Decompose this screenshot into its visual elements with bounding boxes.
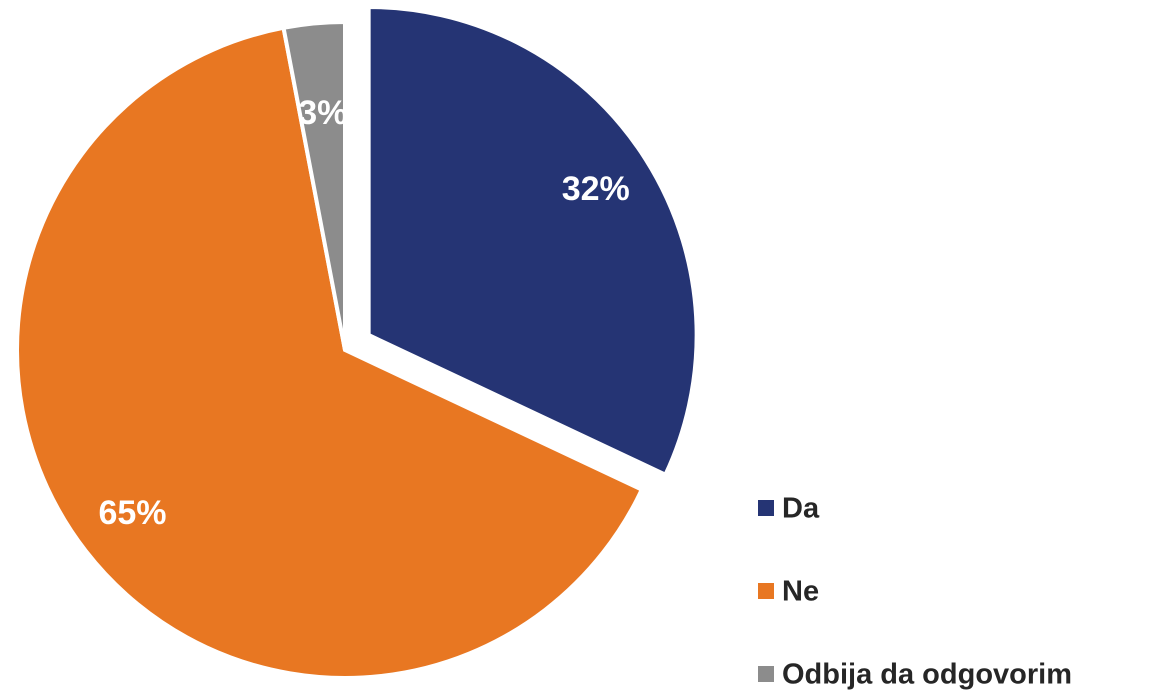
legend-swatch (758, 583, 774, 599)
data-label: 32% (562, 170, 630, 208)
pie-slice (281, 19, 347, 351)
legend-label: Ne (782, 576, 819, 608)
data-label: 65% (98, 494, 166, 532)
data-label: 3% (298, 94, 347, 132)
legend-label: Odbija da odgovorim (782, 659, 1072, 691)
legend-swatch (758, 500, 774, 516)
legend-swatch (758, 666, 774, 682)
pie-slice (366, 4, 699, 478)
pie-slice (15, 25, 645, 680)
legend-label: Da (782, 493, 820, 525)
